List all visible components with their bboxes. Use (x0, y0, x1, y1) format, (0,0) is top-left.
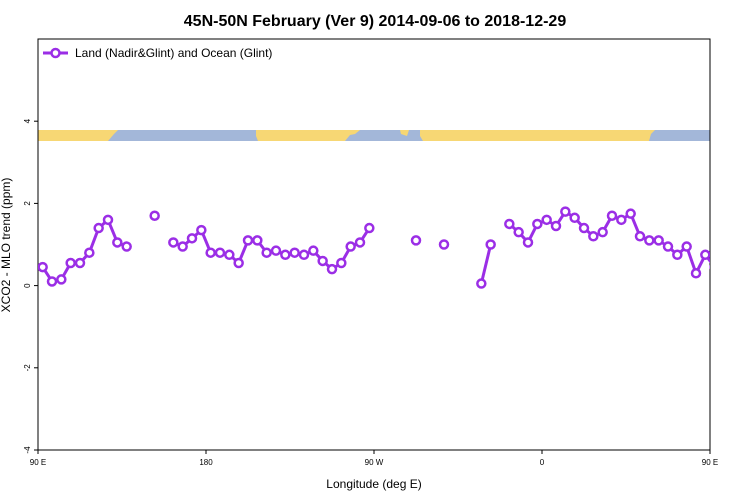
data-point (616, 214, 627, 226)
data-point (625, 208, 636, 219)
x-axis-label: Longitude (deg E) (326, 477, 421, 491)
x-tick-label: 90 W (365, 458, 384, 467)
y-tick-label: -2 (23, 364, 32, 372)
data-point (214, 247, 226, 258)
data-point (65, 257, 76, 269)
data-point (280, 249, 291, 261)
data-point (121, 241, 132, 252)
data-point (186, 233, 198, 244)
data-point (597, 226, 608, 238)
data-point (541, 214, 552, 226)
data-point (672, 249, 683, 261)
data-point (112, 237, 123, 248)
land-ocean-strip (38, 130, 710, 141)
data-point (522, 237, 534, 248)
data-point (532, 218, 543, 230)
data-point (84, 247, 95, 258)
data-point (317, 255, 328, 267)
data-point (46, 276, 58, 287)
data-point (653, 235, 664, 246)
legend-marker-swatch (50, 47, 61, 59)
chart-title: 45N-50N February (Ver 9) 2014-09-06 to 2… (184, 13, 567, 30)
legend: Land (Nadir&Glint) and Ocean (Glint) (43, 46, 272, 60)
data-point (485, 239, 496, 250)
data-point (93, 222, 104, 234)
data-point (177, 241, 188, 252)
data-point (252, 235, 263, 246)
series-line (479, 244, 493, 284)
y-axis-label: XCO2 - MLO trend (ppm) (0, 178, 13, 313)
land-mass-eurasia-west (38, 130, 118, 141)
data-point (644, 235, 655, 246)
data-point (739, 259, 747, 267)
data-point (205, 247, 216, 258)
data-point (578, 222, 590, 234)
series-group (38, 206, 747, 289)
data-point (196, 224, 207, 236)
data-point (476, 278, 487, 289)
data-point (550, 220, 562, 232)
data-point (74, 257, 86, 269)
x-axis: 90 E 180 90 W 0 90 E (30, 450, 718, 467)
y-tick-label: 2 (23, 201, 32, 206)
legend-label: Land (Nadir&Glint) and Ocean (Glint) (75, 46, 272, 60)
data-point (345, 241, 356, 252)
data-point (102, 214, 114, 226)
data-point (681, 241, 692, 252)
data-point (438, 239, 450, 250)
ocean-band (38, 130, 710, 141)
data-point (168, 237, 179, 248)
x-tick-label: 90 E (30, 458, 46, 467)
data-point (224, 249, 235, 261)
y-axis: -4 -2 0 2 4 (23, 118, 38, 454)
data-point (690, 268, 702, 279)
data-point (270, 245, 282, 256)
land-mass-europe (400, 130, 409, 136)
data-point (336, 257, 347, 269)
data-point (560, 206, 571, 217)
y-tick-label: 4 (23, 118, 32, 123)
data-point (354, 237, 366, 248)
data-point (308, 245, 319, 256)
data-point (56, 274, 67, 285)
data-point (709, 264, 710, 270)
data-point (261, 247, 272, 258)
data-point (242, 235, 254, 246)
data-point (634, 231, 646, 242)
data-point (504, 218, 515, 230)
data-point (729, 275, 737, 283)
y-tick-label: 0 (23, 283, 32, 288)
data-point (700, 249, 710, 261)
land-mass-north-america (256, 130, 360, 141)
x-tick-label: 90 E (702, 458, 718, 467)
data-point (569, 212, 580, 224)
data-point (298, 249, 310, 261)
x-tick-label: 0 (540, 458, 545, 467)
data-point (364, 222, 375, 234)
land-mass-eurasia-east (420, 130, 655, 141)
data-point (326, 263, 338, 275)
data-point (720, 277, 728, 285)
data-point (233, 257, 244, 269)
data-point (289, 247, 300, 258)
data-point (149, 210, 160, 221)
data-point (513, 226, 524, 238)
y-tick-label: -4 (23, 446, 32, 454)
data-point (606, 210, 618, 221)
data-point (588, 231, 599, 242)
plot-frame (37, 38, 711, 451)
x-tick-label: 180 (199, 458, 213, 467)
data-point (662, 241, 674, 252)
data-point (410, 235, 422, 246)
data-point (38, 261, 48, 273)
